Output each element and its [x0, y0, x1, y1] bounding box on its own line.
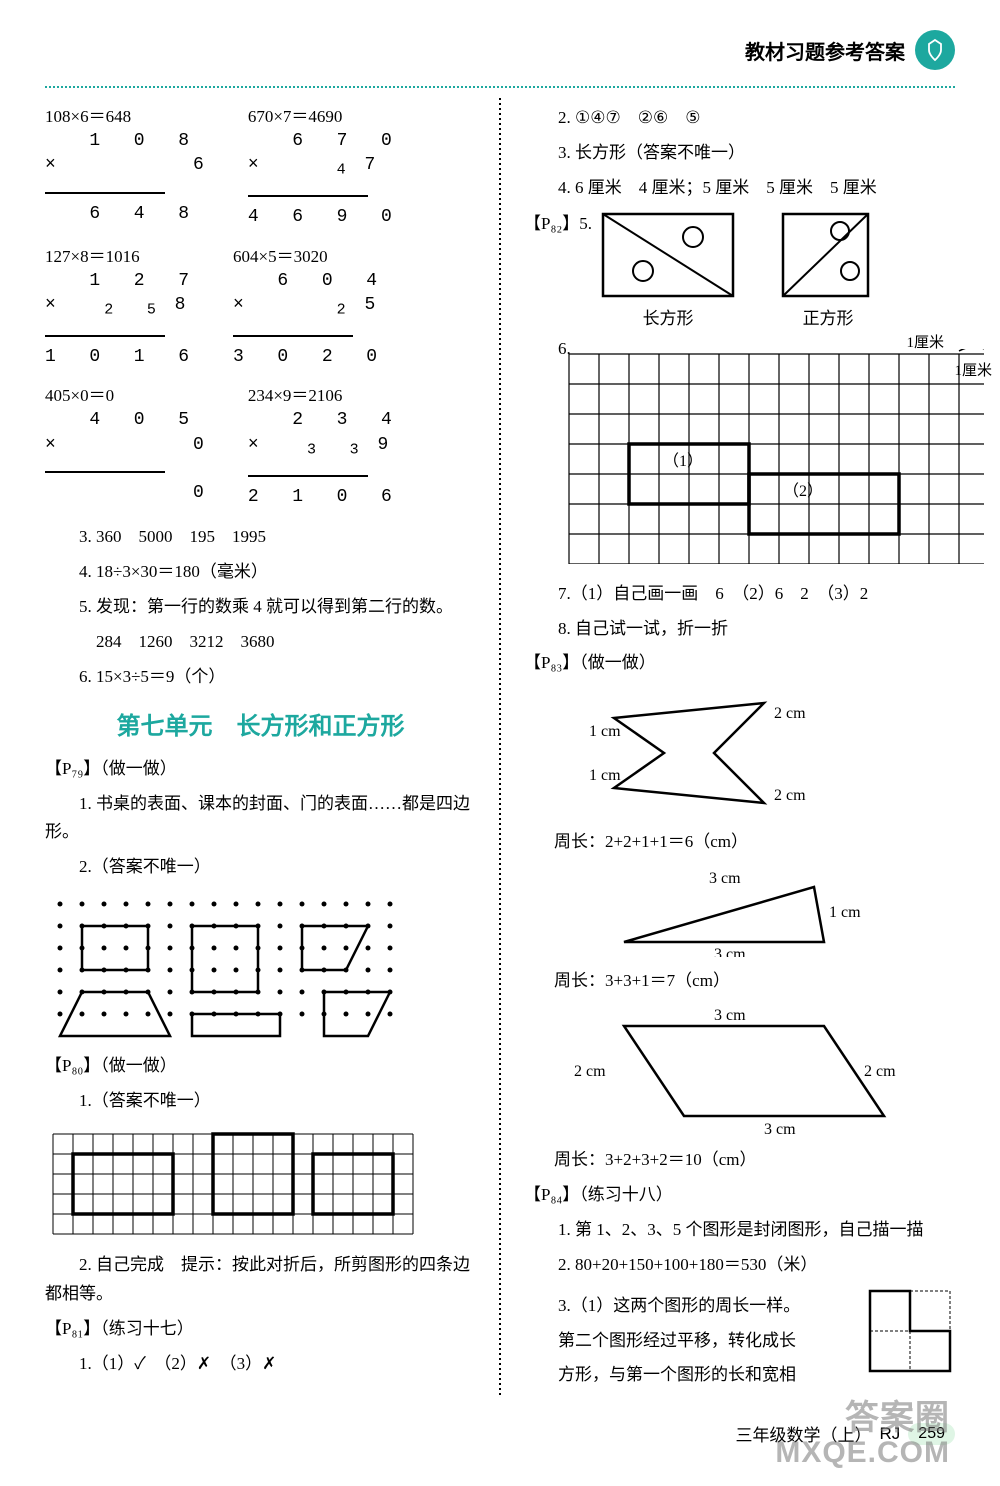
rect-grid-figure	[45, 1126, 476, 1241]
answer-line: 1. 书桌的表面、课本的封面、门的表面……都是四边形。	[45, 790, 476, 848]
arrow-shape: 2 cm 1 cm 1 cm 2 cm	[584, 688, 955, 818]
header-title: 教材习题参考答案	[745, 36, 905, 65]
decorative-border	[45, 78, 955, 88]
svg-text:3 cm: 3 cm	[714, 946, 746, 957]
answer-line: 7.（1）自己画一画 6 （2）6 2 （3）2	[524, 580, 955, 609]
vertical-mult: 4 0 5 × 0 0	[45, 408, 208, 505]
triangle-shape: 3 cm 1 cm 3 cm	[604, 867, 955, 957]
q-label: 6.	[524, 339, 564, 359]
svg-text:3 cm: 3 cm	[714, 1007, 746, 1024]
page-ref: 【P₈₁】（练习十七）	[45, 1315, 476, 1344]
perimeter-line: 周长：3+2+3+2＝10（cm）	[554, 1146, 955, 1175]
svg-text:3 cm: 3 cm	[709, 870, 741, 887]
calc-expr: 604×5＝3020	[233, 242, 381, 267]
watermark-en: MXQE.COM	[775, 1437, 950, 1469]
calc-expr: 127×8＝1016	[45, 242, 193, 267]
answer-line: 3. 长方形（答案不唯一）	[524, 139, 955, 168]
parallelogram-shape: 3 cm 2 cm 2 cm 3 cm	[564, 1006, 955, 1136]
page-ref: 【P₈₂】5.	[524, 209, 592, 234]
square-diagram: 正方形	[778, 209, 878, 329]
calc-expr: 405×0＝0	[45, 381, 208, 406]
page-ref: 【P₇₉】（做一做）	[45, 755, 476, 784]
svg-text:（2）: （2）	[783, 482, 823, 500]
grid-figure-6: 1厘米 1厘米 （1）（2）	[564, 349, 984, 564]
shape-label: 正方形	[778, 304, 878, 329]
column-divider	[499, 98, 501, 1396]
calc-pair: 127×8＝1016 1 2 7 × 2 5 8 1 0 1 6 604×5＝3…	[45, 242, 476, 378]
page-ref: 【P₈₄】（练习十八）	[524, 1181, 955, 1210]
svg-text:3 cm: 3 cm	[764, 1121, 796, 1136]
vertical-mult: 1 0 8 × 6 6 4 8	[45, 129, 208, 226]
page-ref: 【P₈₀】（做一做）	[45, 1052, 476, 1081]
answer-line: 4. 18÷3×30＝180（毫米）	[45, 558, 476, 587]
answer-line: 3.（1）这两个图形的周长一样。	[524, 1292, 857, 1321]
answer-line: 2. 80+20+150+100+180＝530（米）	[524, 1251, 955, 1280]
vertical-mult: 2 3 4 × 3 3 9 2 1 0 6	[248, 408, 396, 509]
dot-grid-figure	[45, 892, 476, 1042]
shape-label: 长方形	[598, 304, 738, 329]
rect-diagram: 长方形	[598, 209, 738, 329]
answer-line: 4. 6 厘米 4 厘米；5 厘米 5 厘米 5 厘米	[524, 174, 955, 203]
calc-expr: 670×7＝4690	[248, 102, 396, 127]
svg-text:1 cm: 1 cm	[829, 904, 861, 921]
page-ref: 【P₈₃】（做一做）	[524, 649, 955, 678]
svg-text:2 cm: 2 cm	[774, 787, 806, 804]
watermark: 答案圈 MXQE.COM	[775, 1401, 950, 1468]
svg-text:2 cm: 2 cm	[574, 1063, 606, 1080]
left-column: 108×6＝648 1 0 8 × 6 6 4 8 670×7＝4690 6 7…	[45, 98, 476, 1396]
answer-line: 第二个图形经过平移，转化成长	[524, 1327, 857, 1356]
calc-expr: 234×9＝2106	[248, 381, 396, 406]
answer-line: 3. 360 5000 195 1995	[45, 523, 476, 552]
page-header: 教材习题参考答案	[45, 30, 955, 70]
answer-line: 1.（1）✓ （2）✗ （3）✗	[45, 1350, 476, 1379]
svg-text:2 cm: 2 cm	[774, 705, 806, 722]
dimension-label: 1厘米	[954, 359, 992, 380]
vertical-mult: 6 0 4 × 2 5 3 0 2 0	[233, 269, 381, 370]
answer-line: 2.（答案不唯一）	[45, 853, 476, 882]
right-column: 2. ①④⑦ ②⑥ ⑤ 3. 长方形（答案不唯一） 4. 6 厘米 4 厘米；5…	[524, 98, 955, 1396]
answer-line: 284 1260 3212 3680	[45, 628, 476, 657]
badge-icon	[915, 30, 955, 70]
svg-text:2 cm: 2 cm	[864, 1063, 896, 1080]
answer-line: 8. 自己试一试，折一折	[524, 615, 955, 644]
answer-line: 方形，与第一个图形的长和宽相	[524, 1361, 857, 1390]
small-grid-figure	[865, 1286, 955, 1376]
dimension-label: 1厘米	[906, 331, 944, 352]
answer-line: 5. 发现：第一行的数乘 4 就可以得到第二行的数。	[45, 593, 476, 622]
calc-expr: 108×6＝648	[45, 102, 208, 127]
unit-heading: 第七单元 长方形和正方形	[45, 706, 476, 741]
svg-text:1 cm: 1 cm	[589, 767, 621, 784]
perimeter-line: 周长：3+3+1＝7（cm）	[554, 967, 955, 996]
answer-line: 2. 自己完成 提示：按此对折后，所剪图形的四条边都相等。	[45, 1251, 476, 1309]
vertical-mult: 1 2 7 × 2 5 8 1 0 1 6	[45, 269, 193, 370]
answer-line: 6. 15×3÷5＝9（个）	[45, 663, 476, 692]
answer-line: 1. 第 1、2、3、5 个图形是封闭图形，自己描一描	[524, 1216, 955, 1245]
svg-text:（1）: （1）	[663, 452, 703, 470]
calc-pair: 108×6＝648 1 0 8 × 6 6 4 8 670×7＝4690 6 7…	[45, 102, 476, 238]
watermark-cn: 答案圈	[775, 1401, 950, 1437]
vertical-mult: 6 7 0 × 4 7 4 6 9 0	[248, 129, 396, 230]
svg-text:1 cm: 1 cm	[589, 723, 621, 740]
perimeter-line: 周长：2+2+1+1＝6（cm）	[554, 828, 955, 857]
answer-line: 2. ①④⑦ ②⑥ ⑤	[524, 104, 955, 133]
calc-pair: 405×0＝0 4 0 5 × 0 0 234×9＝2106 2 3 4 × 3…	[45, 381, 476, 517]
answer-line: 1.（答案不唯一）	[45, 1087, 476, 1116]
